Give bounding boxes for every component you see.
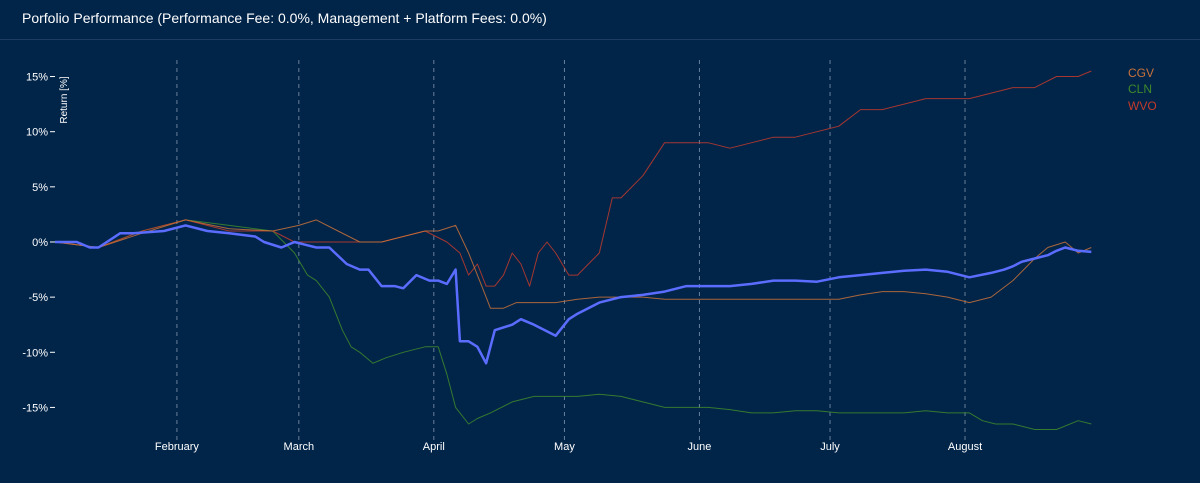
y-tick-label: 10%: [26, 127, 48, 139]
y-tick-label: -10%: [22, 347, 48, 359]
x-tick-label: June: [687, 441, 711, 453]
legend: CGV CLN WVO: [1128, 66, 1157, 113]
legend-item-cln: CLN: [1128, 82, 1152, 96]
y-axis: 15% 10% 5% 0% -5% -10% -15%: [22, 72, 55, 414]
x-tick-label: August: [948, 441, 982, 453]
chart-header: Porfolio Performance (Performance Fee: 0…: [0, 0, 1200, 40]
y-axis-label: Return [%]: [59, 76, 70, 123]
legend-item-cgv: CGV: [1128, 66, 1154, 80]
x-tick-label: February: [155, 441, 200, 453]
performance-chart: 15% 10% 5% 0% -5% -10% -15% February March April…: [22, 60, 1157, 453]
y-tick-label: 5%: [32, 182, 48, 194]
series-layer: [54, 70, 1092, 430]
x-axis: February March April May June July August: [155, 441, 982, 453]
legend-item-wvo: WVO: [1128, 99, 1157, 113]
series-line-cgv: [54, 219, 1092, 309]
x-tick-label: July: [820, 441, 840, 453]
y-tick-label: 15%: [26, 72, 48, 84]
x-tick-label: April: [423, 441, 445, 453]
y-tick-label: -15%: [22, 402, 48, 414]
x-tick-label: May: [554, 441, 575, 453]
series-line-portfolio: [55, 224, 1092, 365]
series-line-wvo: [54, 70, 1092, 287]
y-tick-label: 0%: [32, 237, 48, 249]
y-tick-label: -5%: [28, 292, 48, 304]
series-line-cln: [54, 219, 1092, 430]
grid-layer: [176, 60, 966, 440]
chart-title: Porfolio Performance (Performance Fee: 0…: [22, 10, 547, 26]
x-tick-label: March: [284, 441, 315, 453]
